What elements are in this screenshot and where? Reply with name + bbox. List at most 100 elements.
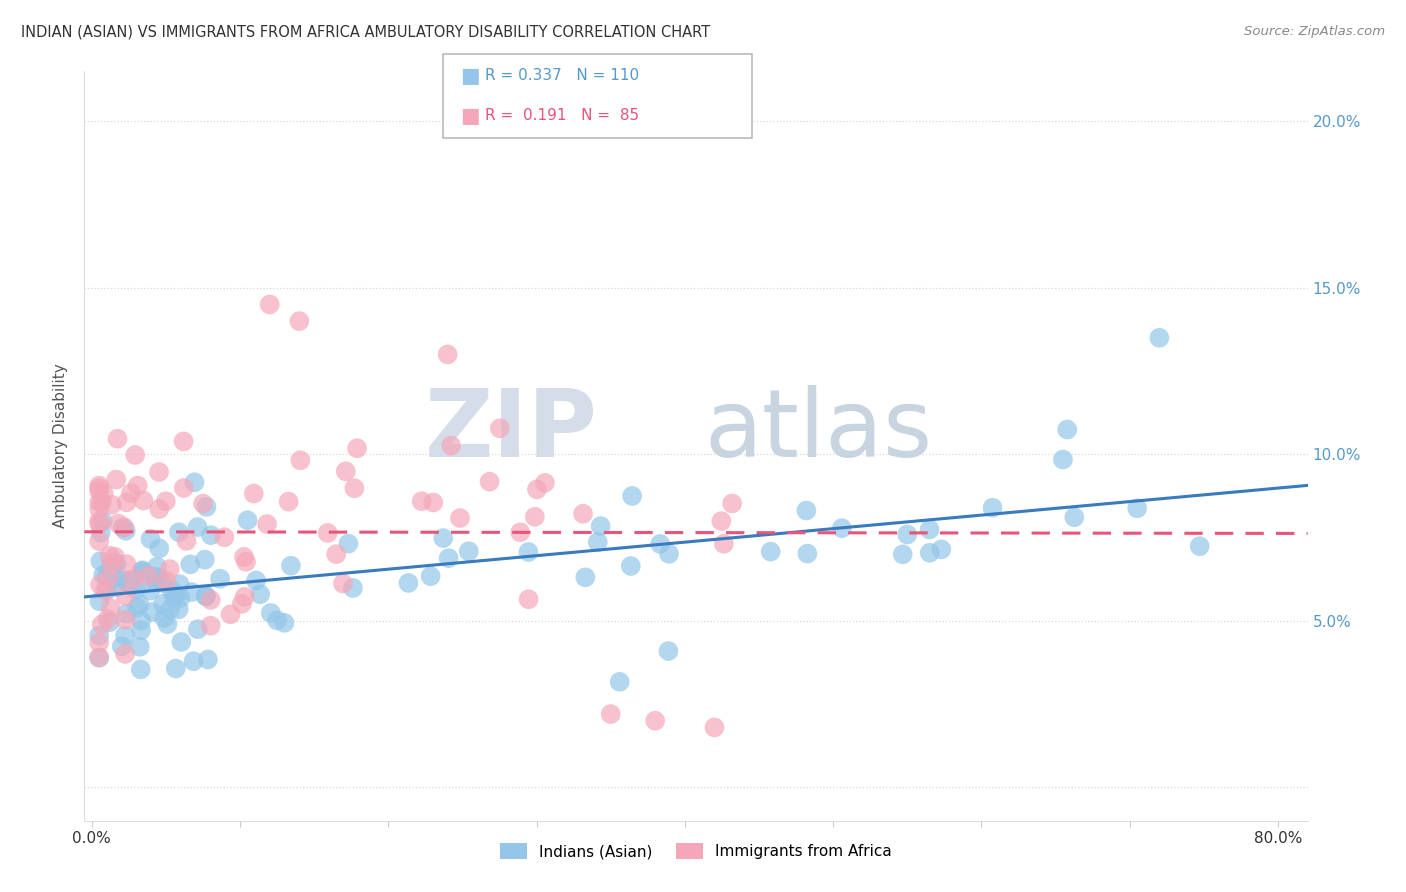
Point: [121, 579, 143, 593]
Point: [139, 583, 162, 598]
Point: [335, 464, 357, 478]
Point: [621, 489, 644, 503]
Point: [131, 563, 153, 577]
Point: [1052, 452, 1074, 467]
Point: [104, 549, 127, 564]
Point: [159, 602, 181, 616]
Text: ■: ■: [460, 106, 479, 126]
Point: [346, 442, 368, 456]
Point: [105, 557, 128, 571]
Point: [180, 585, 202, 599]
Point: [115, 607, 138, 621]
Point: [432, 531, 454, 545]
Point: [796, 547, 818, 561]
Point: [620, 559, 643, 574]
Point: [89, 628, 111, 642]
Point: [129, 614, 152, 628]
Point: [142, 569, 165, 583]
Point: [200, 528, 222, 542]
Point: [107, 516, 129, 531]
Point: [100, 556, 122, 570]
Point: [1149, 331, 1171, 345]
Point: [148, 541, 170, 556]
Point: [411, 494, 433, 508]
Point: [325, 547, 347, 561]
Point: [179, 558, 201, 572]
Point: [139, 532, 162, 546]
Point: [90, 495, 112, 509]
Point: [89, 534, 111, 549]
Point: [713, 537, 735, 551]
Point: [89, 484, 111, 499]
Point: [129, 623, 152, 637]
Point: [200, 593, 222, 607]
Point: [526, 483, 548, 497]
Point: [523, 509, 546, 524]
Point: [96, 583, 118, 598]
Point: [89, 515, 111, 529]
Point: [316, 525, 339, 540]
Point: [214, 530, 236, 544]
Point: [89, 516, 111, 531]
Point: [169, 591, 191, 605]
Point: [288, 314, 311, 328]
Point: [721, 496, 744, 510]
Point: [100, 601, 122, 615]
Point: [831, 521, 853, 535]
Point: [891, 547, 914, 561]
Point: [90, 525, 112, 540]
Point: [197, 652, 219, 666]
Point: [104, 570, 127, 584]
Point: [115, 495, 138, 509]
Point: [155, 494, 177, 508]
Point: [150, 576, 173, 591]
Point: [209, 572, 232, 586]
Point: [141, 605, 163, 619]
Point: [111, 640, 134, 654]
Point: [703, 720, 725, 734]
Point: [93, 486, 115, 500]
Point: [131, 564, 153, 578]
Point: [167, 602, 190, 616]
Point: [710, 514, 733, 528]
Point: [1056, 423, 1078, 437]
Point: [111, 520, 134, 534]
Point: [114, 524, 136, 538]
Point: [107, 432, 129, 446]
Point: [256, 516, 278, 531]
Text: Source: ZipAtlas.com: Source: ZipAtlas.com: [1244, 25, 1385, 38]
Y-axis label: Ambulatory Disability: Ambulatory Disability: [53, 364, 69, 528]
Point: [155, 574, 177, 588]
Point: [191, 497, 214, 511]
Point: [796, 503, 818, 517]
Point: [183, 654, 205, 668]
Point: [91, 568, 114, 582]
Point: [173, 434, 195, 449]
Point: [194, 589, 217, 603]
Point: [148, 465, 170, 479]
Point: [658, 547, 681, 561]
Point: [129, 662, 152, 676]
Point: [419, 569, 441, 583]
Point: [167, 525, 190, 540]
Point: [183, 475, 205, 490]
Point: [115, 557, 138, 571]
Point: [290, 453, 312, 467]
Point: [589, 519, 612, 533]
Point: [572, 507, 595, 521]
Point: [896, 527, 918, 541]
Point: [260, 606, 283, 620]
Point: [114, 613, 136, 627]
Point: [277, 494, 299, 508]
Point: [143, 575, 166, 590]
Text: ZIP: ZIP: [425, 385, 598, 477]
Point: [152, 597, 174, 611]
Point: [170, 635, 193, 649]
Point: [236, 513, 259, 527]
Point: [98, 549, 121, 563]
Point: [219, 607, 242, 622]
Point: [160, 583, 183, 598]
Point: [173, 481, 195, 495]
Point: [138, 569, 160, 583]
Point: [478, 475, 501, 489]
